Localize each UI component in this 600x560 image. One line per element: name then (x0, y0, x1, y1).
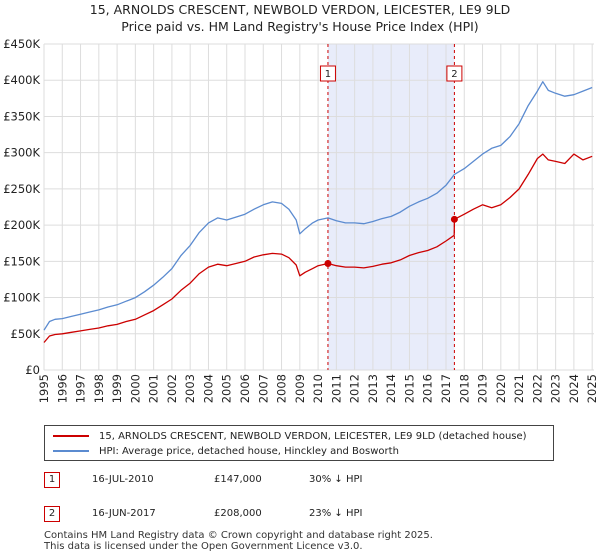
x-tick-label: 2002 (165, 374, 179, 403)
x-tick-label: 2001 (147, 374, 161, 403)
x-tick-label: 2024 (567, 374, 581, 403)
y-tick-label: £300K (3, 146, 40, 160)
sale-marker-badge: 1 (44, 472, 60, 488)
sale-marker-badge: 2 (44, 506, 60, 522)
chart-title: 15, ARNOLDS CRESCENT, NEWBOLD VERDON, LE… (89, 2, 511, 17)
legend-item-hpi: HPI: Average price, detached house, Hinc… (53, 444, 399, 458)
x-tick-label: 2011 (329, 374, 343, 403)
sale-point (450, 215, 458, 223)
footer-attribution: Contains HM Land Registry data © Crown c… (44, 530, 433, 552)
footer-line-1: Contains HM Land Registry data © Crown c… (44, 530, 433, 541)
y-tick-label: £200K (3, 218, 40, 232)
x-tick-label: 2012 (348, 374, 362, 403)
x-tick-label: 2007 (256, 374, 270, 403)
sale-marker-label: 2 (451, 69, 457, 80)
x-tick-label: 2000 (128, 374, 142, 403)
x-tick-label: 2023 (549, 374, 563, 403)
x-tick-label: 2018 (457, 374, 471, 403)
footer-line-2: This data is licensed under the Open Gov… (44, 541, 363, 552)
y-tick-label: £450K (3, 37, 40, 51)
x-tick-label: 1995 (37, 374, 51, 403)
x-tick-label: 2013 (366, 374, 380, 403)
y-tick-label: £50K (11, 327, 41, 341)
y-tick-label: £0 (25, 363, 40, 377)
hpi-line (43, 81, 593, 331)
sale-marker-label: 1 (325, 69, 331, 80)
x-tick-label: 2004 (201, 374, 215, 403)
y-tick-label: £150K (3, 254, 40, 268)
legend-label-hpi: HPI: Average price, detached house, Hinc… (99, 445, 399, 457)
sale-date: 16-JUL-2010 (92, 474, 154, 485)
sale-hpi-diff: 30% ↓ HPI (309, 474, 363, 485)
x-tick-label: 2020 (494, 374, 508, 403)
x-tick-label: 2006 (238, 374, 252, 403)
legend-swatch-hpi (53, 450, 89, 452)
x-tick-label: 1996 (55, 374, 69, 403)
legend-label-property: 15, ARNOLDS CRESCENT, NEWBOLD VERDON, LE… (99, 430, 527, 442)
y-tick-label: £100K (3, 291, 40, 305)
x-tick-label: 1999 (110, 374, 124, 403)
sale-marker-box (319, 65, 336, 82)
x-tick-label: 2005 (220, 374, 234, 403)
x-tick-label: 2017 (439, 374, 453, 403)
y-tick-label: £250K (3, 182, 40, 196)
sale-date: 16-JUN-2017 (92, 508, 156, 519)
x-tick-label: 2016 (421, 374, 435, 403)
x-tick-label: 2022 (530, 374, 544, 403)
sale-marker-box (446, 65, 463, 82)
sale-price: £147,000 (214, 474, 262, 485)
property-price-line (43, 153, 593, 343)
y-tick-label: £400K (3, 73, 40, 87)
x-tick-label: 2019 (476, 374, 490, 403)
sale-row: 1 16-JUL-2010 £147,000 30% ↓ HPI (44, 472, 464, 492)
legend-swatch-property (53, 435, 89, 437)
sale-hpi-diff: 23% ↓ HPI (309, 508, 363, 519)
x-tick-label: 2009 (293, 374, 307, 403)
x-tick-label: 1997 (74, 374, 88, 403)
x-tick-label: 2003 (183, 374, 197, 403)
y-tick-label: £350K (3, 109, 40, 123)
price-chart: £0 £50K £100K £150K £200K £250K £300K £350K £400… (3, 37, 599, 403)
chart-subtitle: Price paid vs. HM Land Registry's House … (121, 19, 479, 34)
sale-row: 2 16-JUN-2017 £208,000 23% ↓ HPI (44, 506, 464, 526)
x-tick-label: 2021 (512, 374, 526, 403)
chart-legend: 15, ARNOLDS CRESCENT, NEWBOLD VERDON, LE… (44, 425, 554, 461)
legend-item-property: 15, ARNOLDS CRESCENT, NEWBOLD VERDON, LE… (53, 429, 527, 443)
sale-point (324, 260, 332, 268)
x-tick-label: 2025 (585, 374, 599, 403)
sale-price: £208,000 (214, 508, 262, 519)
x-tick-label: 2008 (275, 374, 289, 403)
x-tick-label: 2015 (402, 374, 416, 403)
x-tick-label: 2014 (384, 374, 398, 403)
x-tick-label: 2010 (311, 374, 325, 403)
x-tick-label: 1998 (92, 374, 106, 403)
